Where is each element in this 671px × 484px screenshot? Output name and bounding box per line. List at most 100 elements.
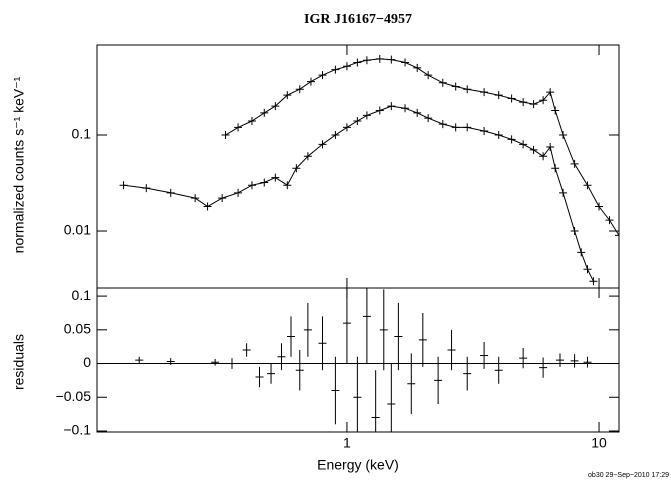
- residual-errorbar: [387, 363, 396, 432]
- y-tick-label: −0.05: [56, 388, 92, 404]
- data-point: [218, 194, 227, 203]
- data-point: [247, 116, 256, 125]
- data-point: [519, 98, 528, 107]
- data-point: [463, 123, 472, 132]
- data-point: [166, 188, 175, 197]
- data-point: [331, 131, 340, 140]
- residual-errorbar: [447, 329, 456, 371]
- data-point: [375, 106, 384, 115]
- residual-errorbar: [295, 350, 304, 391]
- footer: ob30 29−Sep−2010 17:29: [588, 472, 669, 479]
- data-point: [318, 140, 327, 149]
- residual-errorbar: [287, 316, 296, 357]
- y-tick-label: 0: [83, 354, 91, 370]
- residual-errorbar: [480, 341, 489, 369]
- data-point: [271, 102, 280, 111]
- data-point: [401, 58, 410, 67]
- data-point: [494, 91, 503, 100]
- residual-errorbar: [353, 356, 362, 432]
- data-point: [463, 85, 472, 94]
- data-point: [413, 63, 422, 72]
- data-point: [342, 62, 351, 71]
- data-point: [401, 104, 410, 113]
- plot-frame: [96, 44, 620, 289]
- data-point: [303, 152, 312, 161]
- data-point: [570, 227, 579, 236]
- residual-errorbar: [407, 353, 416, 415]
- residual-errorbar: [342, 288, 351, 364]
- data-point: [221, 131, 230, 140]
- data-point: [595, 202, 604, 211]
- residual-errorbar: [135, 356, 144, 364]
- residual-errorbar: [331, 356, 340, 425]
- data-point: [375, 54, 384, 63]
- data-point: [451, 123, 460, 132]
- data-point: [292, 164, 301, 173]
- data-point: [451, 82, 460, 91]
- data-point: [583, 265, 592, 274]
- data-point: [559, 188, 568, 197]
- residual-errorbar: [570, 354, 579, 368]
- data-point: [551, 106, 560, 115]
- data-point: [570, 159, 579, 168]
- data-point: [295, 85, 304, 94]
- data-point: [507, 135, 516, 144]
- data-point: [342, 123, 351, 132]
- data-point: [539, 152, 548, 161]
- data-point: [480, 88, 489, 97]
- data-point: [119, 181, 128, 190]
- residual-errorbar: [362, 288, 371, 364]
- y-tick-label: 0.05: [64, 321, 91, 337]
- data-point: [424, 71, 433, 80]
- data-point: [559, 131, 568, 140]
- data-point: [438, 78, 447, 87]
- residual-errorbar: [539, 357, 548, 378]
- x-tick-label: 1: [343, 435, 351, 451]
- data-point: [247, 181, 256, 190]
- residual-errorbar: [519, 348, 528, 369]
- data-point: [283, 91, 292, 100]
- residual-errorbar: [494, 356, 503, 384]
- data-point: [480, 127, 489, 136]
- data-point: [234, 188, 243, 197]
- residual-errorbar: [583, 356, 592, 368]
- residual-errorbar: [418, 312, 427, 367]
- residual-errorbar: [255, 366, 264, 388]
- data-point: [605, 216, 614, 225]
- data-point: [529, 100, 538, 109]
- data-point: [271, 173, 280, 182]
- data-point: [191, 194, 200, 203]
- data-point: [413, 108, 422, 117]
- chart-title: IGR J16167−4957: [304, 12, 412, 27]
- model-line: [225, 58, 619, 236]
- residual-errorbar: [166, 358, 175, 365]
- data-point: [142, 184, 151, 193]
- data-point: [283, 181, 292, 190]
- data-point: [387, 102, 396, 111]
- plot-area: [119, 54, 619, 286]
- data-point: [353, 116, 362, 125]
- data-point: [539, 96, 548, 105]
- data-point: [234, 123, 243, 132]
- data-point: [546, 88, 555, 97]
- residual-errorbar: [371, 370, 380, 432]
- residual-errorbar: [211, 358, 220, 366]
- data-point: [615, 231, 619, 240]
- data-point: [362, 56, 371, 65]
- residual-errorbar: [242, 343, 251, 357]
- data-point: [387, 55, 396, 64]
- data-point: [203, 202, 212, 211]
- data-point: [494, 131, 503, 140]
- data-point: [551, 164, 560, 173]
- data-point: [260, 108, 269, 117]
- y-axis-label: residuals: [11, 334, 27, 390]
- data-point: [260, 178, 269, 187]
- data-point: [577, 248, 586, 257]
- data-point: [318, 71, 327, 80]
- residual-errorbar: [227, 358, 236, 369]
- residual-errorbar: [277, 343, 286, 371]
- data-point: [546, 143, 555, 152]
- data-point: [331, 65, 340, 74]
- y-tick-label: 0.1: [72, 287, 92, 303]
